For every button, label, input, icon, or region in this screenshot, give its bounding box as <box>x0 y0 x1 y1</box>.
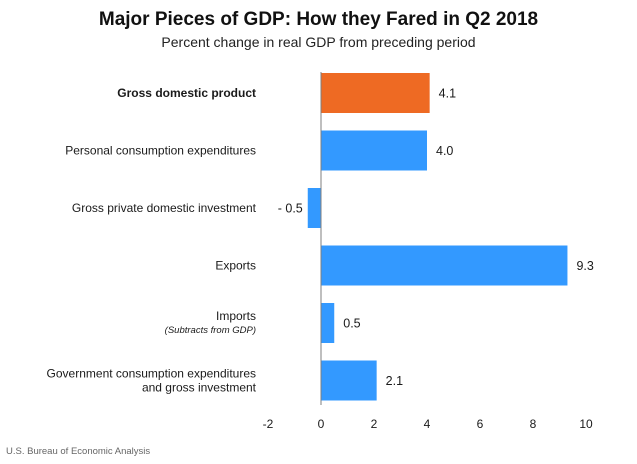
bar-1 <box>321 130 427 171</box>
data-label-4: 0.5 <box>343 317 360 331</box>
data-label-2: - 0.5 <box>278 202 303 216</box>
x-tick-label-5: 8 <box>530 417 537 431</box>
bar-0 <box>321 73 430 113</box>
category-note-4: (Subtracts from GDP) <box>165 325 256 336</box>
data-label-0: 4.1 <box>439 87 456 101</box>
chart-subtitle: Percent change in real GDP from precedin… <box>161 34 476 50</box>
category-label-2: Gross private domestic investment <box>72 201 257 215</box>
bar-3 <box>321 245 568 286</box>
bar-4 <box>321 303 335 343</box>
x-tick-label-6: 10 <box>579 417 593 431</box>
x-tick-label-2: 2 <box>371 417 378 431</box>
category-label-5-line-1: and gross investment <box>142 381 257 395</box>
bar-5 <box>321 360 377 401</box>
data-label-5: 2.1 <box>386 374 403 388</box>
category-label-3: Exports <box>215 259 256 273</box>
category-label-5-line-0: Government consumption expenditures <box>47 367 256 381</box>
category-label-1: Personal consumption expenditures <box>65 144 256 158</box>
data-label-1: 4.0 <box>436 144 453 158</box>
x-tick-label-4: 6 <box>477 417 484 431</box>
data-label-3: 9.3 <box>576 259 593 273</box>
x-tick-label-1: 0 <box>318 417 325 431</box>
category-label-0: Gross domestic product <box>117 86 256 100</box>
x-tick-label-0: -2 <box>263 417 274 431</box>
source-note: U.S. Bureau of Economic Analysis <box>6 446 151 457</box>
x-tick-label-3: 4 <box>424 417 431 431</box>
bar-2 <box>307 188 321 228</box>
category-label-4: Imports <box>216 309 256 323</box>
chart-title: Major Pieces of GDP: How they Fared in Q… <box>98 9 539 30</box>
